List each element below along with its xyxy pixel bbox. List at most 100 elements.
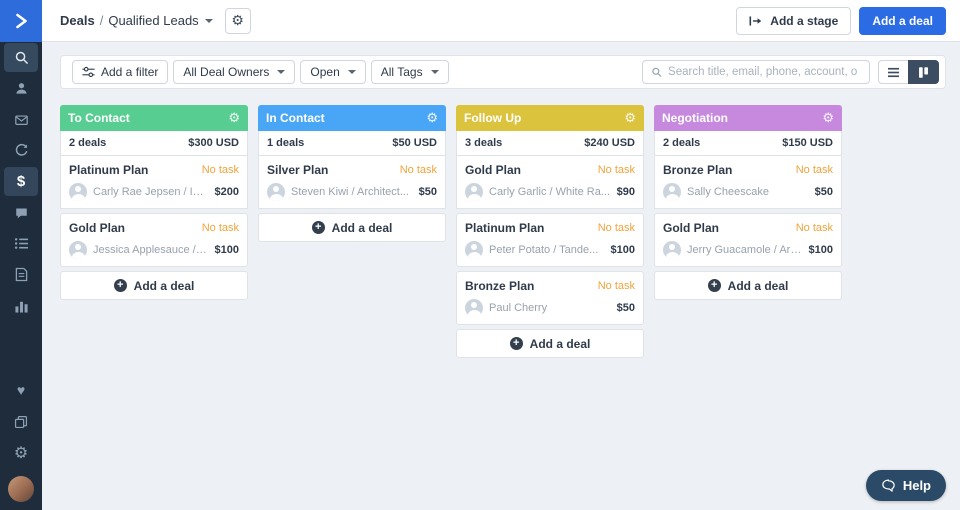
pipeline-selector[interactable]: Qualified Leads [108, 13, 213, 28]
column-title: To Contact [68, 111, 130, 125]
deals-total: $240 USD [584, 137, 635, 149]
deal-task-status: No task [597, 164, 635, 176]
deal-card[interactable]: Bronze Plan No task Paul Cherry $50 [456, 271, 644, 325]
column-title: Negotiation [662, 111, 728, 125]
tags-dropdown[interactable]: All Tags [370, 60, 449, 84]
column-settings-gear-icon[interactable] [426, 110, 438, 126]
sidebar-item-reports[interactable] [4, 291, 38, 320]
deal-task-status: No task [201, 222, 239, 234]
conversations-icon [15, 207, 27, 218]
breadcrumb-section[interactable]: Deals [60, 13, 95, 28]
help-button[interactable]: Help [865, 470, 946, 501]
deal-card[interactable]: Platinum Plan No task Carly Rae Jepsen /… [60, 156, 248, 209]
deal-task-status: No task [795, 222, 833, 234]
chevron-down-icon [430, 70, 439, 74]
help-label: Help [902, 478, 931, 493]
contact-avatar-icon [663, 241, 681, 259]
list-view-button[interactable] [878, 60, 909, 84]
deal-plan: Silver Plan [267, 163, 329, 177]
deal-contact: Paul Cherry [489, 302, 548, 314]
deal-plan: Bronze Plan [465, 279, 535, 293]
kanban-column-negotiation: Negotiation 2 deals $150 USD Bronze Plan… [654, 105, 842, 300]
sidebar-item-settings[interactable] [4, 438, 38, 467]
deals-total: $50 USD [392, 137, 437, 149]
column-settings-gear-icon[interactable] [822, 110, 834, 126]
filter-section: Add a filter All Deal Owners Open All Ta… [42, 42, 960, 89]
deal-plan: Platinum Plan [465, 221, 545, 235]
deal-value: $90 [616, 186, 635, 198]
pipeline-settings-button[interactable] [224, 7, 251, 34]
deal-card[interactable]: Gold Plan No task Carly Garlic / White R… [456, 156, 644, 209]
kanban-view-icon [919, 66, 928, 78]
add-stage-button[interactable]: Add a stage [736, 6, 852, 35]
user-avatar[interactable] [8, 476, 34, 502]
sidebar-item-tasks[interactable] [4, 229, 38, 258]
deal-owners-dropdown[interactable]: All Deal Owners [173, 60, 296, 84]
main-area: Deals / Qualified Leads Add a stage Add … [42, 0, 960, 510]
copy-icon [14, 415, 28, 428]
list-view-icon [888, 67, 899, 77]
add-deal-row[interactable]: Add a deal [654, 271, 842, 300]
add-deal-label: Add a deal [872, 13, 933, 28]
add-deal-button[interactable]: Add a deal [859, 6, 946, 35]
sidebar-item-opportunities[interactable] [4, 167, 38, 196]
breadcrumb: Deals / Qualified Leads [60, 13, 213, 28]
deal-value: $50 [616, 302, 635, 314]
add-deal-row[interactable]: Add a deal [456, 329, 644, 358]
deals-count: 1 deals [267, 137, 305, 149]
search-icon [652, 67, 662, 77]
add-deal-row[interactable]: Add a deal [258, 213, 446, 242]
contacts-icon [15, 83, 27, 94]
sidebar-item-notes[interactable] [4, 260, 38, 289]
topbar-actions: Add a stage Add a deal [736, 6, 946, 35]
insert-stage-icon [749, 15, 762, 26]
deal-task-status: No task [597, 222, 635, 234]
deal-card[interactable]: Bronze Plan No task Sally Cheescake $50 [654, 156, 842, 209]
kanban-column-follow-up: Follow Up 3 deals $240 USD Gold Plan No … [456, 105, 644, 358]
status-dropdown[interactable]: Open [300, 60, 366, 84]
plus-icon [113, 279, 127, 292]
deal-value: $100 [214, 244, 239, 256]
deal-card[interactable]: Platinum Plan No task Peter Potato / Tan… [456, 213, 644, 267]
app-logo[interactable] [0, 0, 42, 42]
view-toggle [878, 60, 939, 84]
notes-icon [15, 267, 27, 282]
deal-card[interactable]: Gold Plan No task Jerry Guacamole / Arch… [654, 213, 842, 267]
kanban-board: To Contact 2 deals $300 USD Platinum Pla… [42, 89, 960, 358]
kanban-view-button[interactable] [908, 60, 939, 84]
contact-avatar-icon [663, 183, 681, 201]
deal-task-status: No task [597, 280, 635, 292]
sidebar-item-search[interactable] [4, 43, 38, 72]
deal-card[interactable]: Silver Plan No task Steven Kiwi / Archit… [258, 156, 446, 209]
search-icon [15, 51, 28, 64]
search-input[interactable] [668, 66, 861, 78]
deal-contact: Steven Kiwi / Architect... [291, 186, 409, 198]
chevron-down-icon [204, 18, 213, 23]
sidebar-item-copy[interactable] [4, 407, 38, 436]
app-sidebar [0, 0, 42, 510]
deal-contact: Carly Garlic / White Ra... [489, 186, 611, 198]
filter-panel: Add a filter All Deal Owners Open All Ta… [60, 55, 946, 89]
sidebar-item-inbox[interactable] [4, 105, 38, 134]
column-settings-gear-icon[interactable] [624, 110, 636, 126]
deal-value: $50 [814, 186, 833, 198]
deals-count: 3 deals [465, 137, 503, 149]
sidebar-item-contacts[interactable] [4, 74, 38, 103]
sidebar-item-activity[interactable] [4, 136, 38, 165]
plus-icon [509, 337, 523, 350]
deal-value: $100 [808, 244, 833, 256]
deal-task-status: No task [795, 164, 833, 176]
gear-icon [231, 12, 244, 30]
column-stats: 1 deals $50 USD [258, 131, 446, 156]
deal-card[interactable]: Gold Plan No task Jessica Applesauce / I… [60, 213, 248, 267]
sidebar-item-conversations[interactable] [4, 198, 38, 227]
reports-icon [14, 301, 28, 313]
gear-icon [14, 443, 28, 463]
add-deal-row[interactable]: Add a deal [60, 271, 248, 300]
sidebar-item-favorites[interactable] [4, 376, 38, 405]
tags-label: All Tags [380, 65, 423, 79]
column-settings-gear-icon[interactable] [228, 110, 240, 126]
add-filter-button[interactable]: Add a filter [72, 60, 169, 84]
add-deal-label: Add a deal [529, 336, 591, 351]
column-stats: 2 deals $150 USD [654, 131, 842, 156]
